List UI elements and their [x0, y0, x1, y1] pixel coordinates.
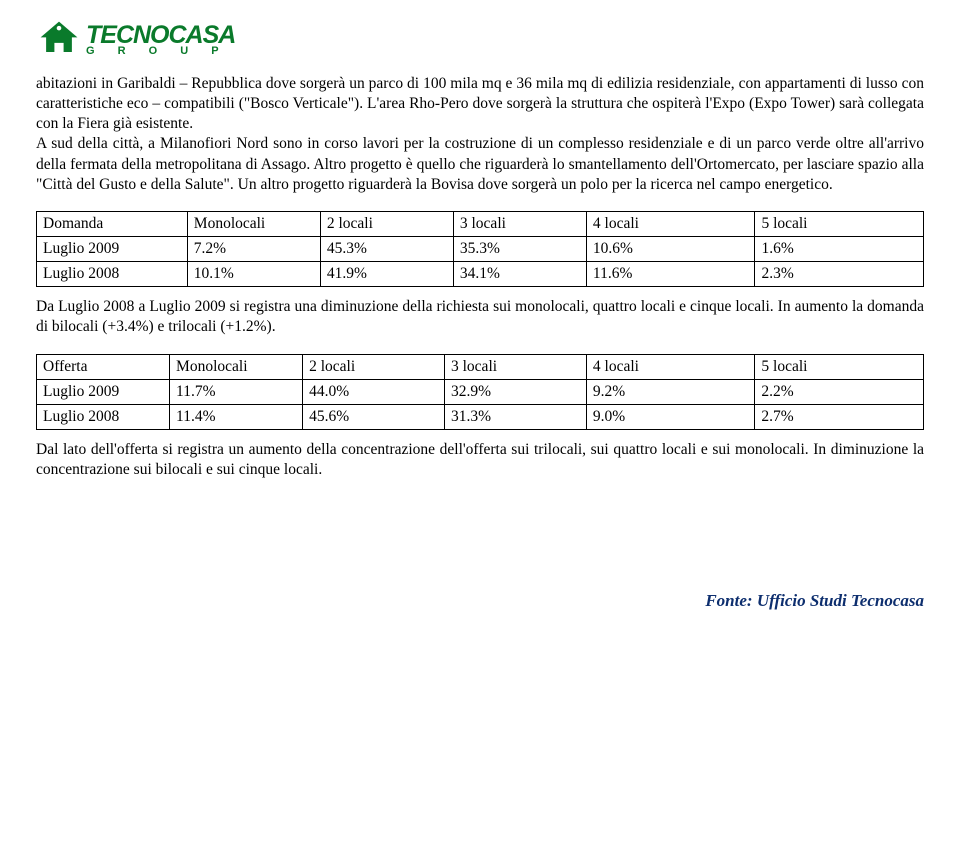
paragraph: abitazioni in Garibaldi – Repubblica dov… — [36, 74, 924, 134]
table-header-cell: 3 locali — [453, 211, 586, 236]
body-text: abitazioni in Garibaldi – Repubblica dov… — [36, 74, 924, 480]
table-cell: 2.3% — [755, 262, 924, 287]
table-cell: 45.6% — [303, 404, 445, 429]
table-cell: 9.0% — [586, 404, 755, 429]
table-cell: 10.1% — [187, 262, 320, 287]
table-cell: Luglio 2008 — [37, 262, 188, 287]
brand-subtitle: G R O U P — [86, 44, 235, 58]
house-icon — [36, 18, 82, 64]
table-cell: 41.9% — [320, 262, 453, 287]
table-cell: Luglio 2008 — [37, 404, 170, 429]
table-cell: Luglio 2009 — [37, 379, 170, 404]
brand-logo: TECNOCASA G R O U P — [36, 18, 924, 64]
domanda-table: Domanda Monolocali 2 locali 3 locali 4 l… — [36, 211, 924, 287]
table-cell: 2.7% — [755, 404, 924, 429]
brand-name: TECNOCASA — [86, 24, 235, 47]
table-cell: 31.3% — [445, 404, 587, 429]
table-cell: 1.6% — [755, 236, 924, 261]
table-cell: 9.2% — [586, 379, 755, 404]
brand-text-block: TECNOCASA G R O U P — [86, 24, 235, 59]
table-header-row: Domanda Monolocali 2 locali 3 locali 4 l… — [37, 211, 924, 236]
table-cell: 11.7% — [170, 379, 303, 404]
table-row: Luglio 2009 7.2% 45.3% 35.3% 10.6% 1.6% — [37, 236, 924, 261]
source-attribution: Fonte: Ufficio Studi Tecnocasa — [36, 590, 924, 612]
table-header-cell: Monolocali — [187, 211, 320, 236]
table-header-cell: 2 locali — [320, 211, 453, 236]
table-row: Luglio 2008 10.1% 41.9% 34.1% 11.6% 2.3% — [37, 262, 924, 287]
table-row: Luglio 2009 11.7% 44.0% 32.9% 9.2% 2.2% — [37, 379, 924, 404]
offerta-table: Offerta Monolocali 2 locali 3 locali 4 l… — [36, 354, 924, 430]
table-cell: 2.2% — [755, 379, 924, 404]
table-header-cell: Offerta — [37, 354, 170, 379]
table-cell: 10.6% — [586, 236, 755, 261]
table-row: Luglio 2008 11.4% 45.6% 31.3% 9.0% 2.7% — [37, 404, 924, 429]
table-cell: 11.4% — [170, 404, 303, 429]
table-header-row: Offerta Monolocali 2 locali 3 locali 4 l… — [37, 354, 924, 379]
table-header-cell: 4 locali — [586, 211, 755, 236]
table-cell: Luglio 2009 — [37, 236, 188, 261]
table-header-cell: 2 locali — [303, 354, 445, 379]
paragraph: Da Luglio 2008 a Luglio 2009 si registra… — [36, 297, 924, 337]
table-cell: 34.1% — [453, 262, 586, 287]
table-header-cell: 5 locali — [755, 354, 924, 379]
paragraph: Dal lato dell'offerta si registra un aum… — [36, 440, 924, 480]
table-header-cell: 3 locali — [445, 354, 587, 379]
table-header-cell: Domanda — [37, 211, 188, 236]
document-page: TECNOCASA G R O U P abitazioni in Gariba… — [0, 0, 960, 636]
table-cell: 45.3% — [320, 236, 453, 261]
table-cell: 32.9% — [445, 379, 587, 404]
paragraph: A sud della città, a Milanofiori Nord so… — [36, 134, 924, 194]
table-cell: 44.0% — [303, 379, 445, 404]
table-cell: 7.2% — [187, 236, 320, 261]
table-cell: 35.3% — [453, 236, 586, 261]
table-cell: 11.6% — [586, 262, 755, 287]
table-header-cell: 5 locali — [755, 211, 924, 236]
table-header-cell: 4 locali — [586, 354, 755, 379]
table-header-cell: Monolocali — [170, 354, 303, 379]
